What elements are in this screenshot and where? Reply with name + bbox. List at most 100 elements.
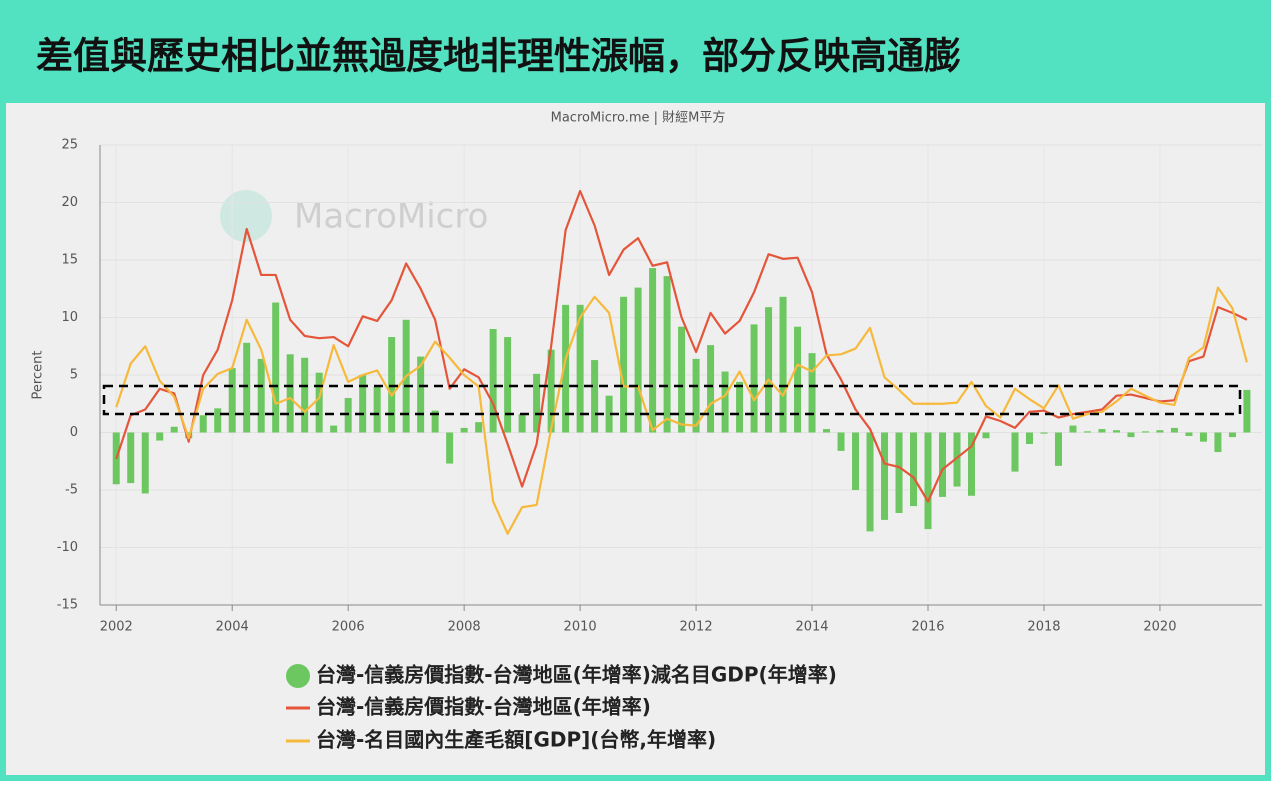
x-tick-label: 2010	[564, 620, 597, 635]
x-tick-label: 2018	[1027, 620, 1060, 635]
x-tick-label: 2002	[100, 620, 133, 635]
bar	[736, 381, 744, 433]
bar	[1199, 432, 1207, 442]
bar	[1083, 431, 1091, 433]
bar	[373, 386, 381, 433]
bar	[1127, 432, 1135, 438]
bar	[1156, 430, 1164, 433]
bar	[243, 342, 251, 433]
bar	[852, 432, 860, 490]
bar	[750, 324, 758, 433]
y-tick-label: 5	[70, 368, 78, 383]
bar	[982, 432, 990, 439]
bar	[1214, 432, 1222, 453]
bar	[286, 354, 294, 433]
bar	[1040, 432, 1048, 434]
bar	[156, 432, 164, 441]
line	[115, 189, 1248, 503]
bar	[620, 296, 628, 433]
legend-marker	[286, 664, 310, 688]
y-tick-label: 10	[61, 310, 78, 325]
bar	[489, 329, 497, 433]
bar	[837, 432, 845, 451]
bar	[315, 372, 323, 433]
bar	[199, 415, 207, 433]
bar	[257, 358, 265, 433]
bar	[475, 422, 483, 433]
y-tick-label: 0	[70, 425, 78, 440]
line	[115, 286, 1248, 535]
bar	[1243, 389, 1251, 433]
bar	[1112, 430, 1120, 433]
y-tick-label: -10	[57, 540, 78, 555]
bar	[779, 296, 787, 433]
bar	[272, 302, 280, 433]
bar	[678, 326, 686, 433]
bar	[634, 287, 642, 433]
bar	[533, 373, 541, 433]
plot: -15 -10 -5 0 5 10 15 20 25 2002 2004 2006 2008 2010 20…	[57, 138, 1262, 635]
bar	[591, 360, 599, 433]
bar	[881, 432, 889, 520]
bar	[562, 304, 570, 433]
bar	[576, 304, 584, 433]
bar	[968, 432, 975, 496]
bar	[953, 432, 961, 487]
bar	[1011, 432, 1019, 472]
bar	[1141, 431, 1149, 433]
y-tick-label: -5	[65, 483, 78, 498]
y-tick-label: 25	[61, 138, 78, 153]
bar	[910, 432, 918, 507]
y-tick-label: 20	[61, 195, 78, 210]
bar	[924, 432, 932, 530]
legend-label: 台灣-信義房價指數-台灣地區(年增率)	[316, 695, 651, 719]
bar	[547, 349, 555, 433]
bar	[823, 429, 831, 433]
bar	[141, 432, 149, 494]
bar	[359, 375, 367, 433]
bar	[765, 307, 773, 433]
bar	[1228, 432, 1236, 438]
x-tick-label: 2020	[1143, 620, 1176, 635]
bar	[721, 371, 729, 433]
bar	[214, 408, 222, 433]
bar	[605, 395, 613, 433]
bar	[228, 368, 236, 433]
bar	[1025, 432, 1033, 444]
y-tick-label: 15	[61, 253, 78, 268]
x-tick-label: 2014	[795, 620, 828, 635]
bar	[692, 358, 700, 433]
bar	[808, 353, 816, 433]
bar	[1185, 432, 1193, 436]
bar	[504, 337, 512, 433]
x-tick-label: 2004	[216, 620, 249, 635]
x-tick-label: 2006	[332, 620, 365, 635]
bar	[707, 345, 715, 433]
watermark: MacroMicro	[294, 197, 488, 237]
y-axis-label: Percent	[31, 351, 46, 400]
highlight-box	[102, 384, 1242, 416]
bar	[330, 425, 338, 433]
bar	[127, 432, 135, 484]
bar	[1098, 429, 1106, 433]
bar	[866, 432, 874, 532]
y-tick-label: -15	[57, 598, 78, 613]
bar	[446, 432, 454, 464]
page-title: 差值與歷史相比並無過度地非理性漲幅，部分反映高通膨	[36, 35, 961, 78]
bar	[518, 414, 526, 433]
bar	[1170, 427, 1178, 433]
chart-subtitle: MacroMicro.me | 財經M平方	[551, 110, 726, 126]
legend-label: 台灣-名目國內生產毛額[GDP](台幣,年增率)	[316, 728, 716, 752]
bar	[939, 432, 947, 497]
bar	[301, 357, 309, 433]
bar	[1069, 425, 1077, 433]
bar	[460, 427, 468, 433]
bar	[417, 356, 425, 433]
bar	[649, 268, 657, 433]
bar	[431, 410, 439, 433]
legend-label: 台灣-信義房價指數-台灣地區(年增率)減名目GDP(年增率)	[316, 663, 837, 687]
bar	[794, 326, 802, 433]
x-tick-label: 2016	[911, 620, 944, 635]
